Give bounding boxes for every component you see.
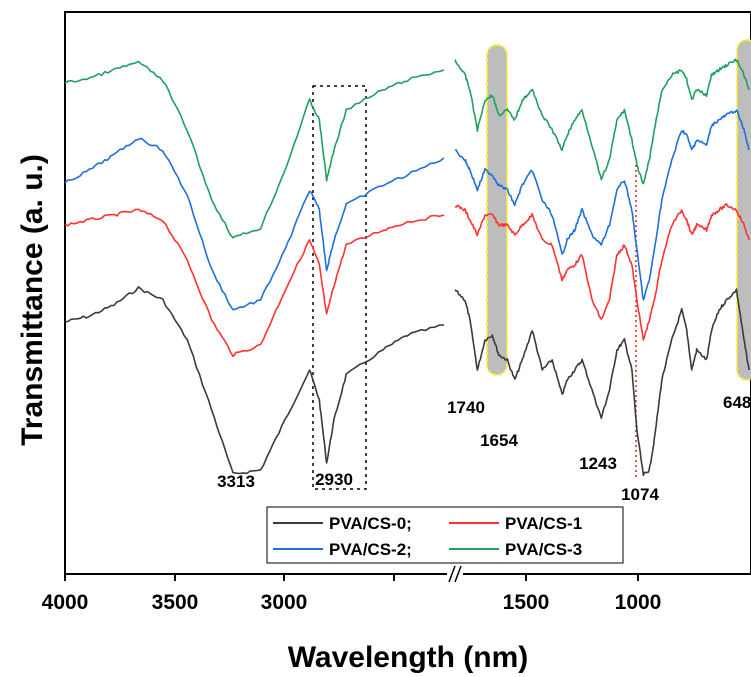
legend-label-1: PVA/CS-1: [505, 514, 582, 533]
x-tick-label: 4000: [42, 591, 89, 614]
legend: PVA/CS-0; PVA/CS-1 PVA/CS-2; PVA/CS-3: [266, 506, 624, 564]
axis-break: [447, 565, 463, 583]
peak-2930-box: [312, 85, 367, 490]
x-tick-label: 1000: [615, 591, 662, 614]
peak-label-3313: 3313: [217, 472, 255, 491]
series-line-3-right: [454, 58, 750, 185]
legend-label-2: PVA/CS-2;: [329, 540, 412, 559]
plot-frame: [64, 11, 751, 575]
highlight-bands: [486, 39, 751, 381]
peak-label-1654: 1654: [480, 431, 518, 450]
series-line-0-right: [454, 288, 750, 477]
x-tick-label: 3500: [152, 591, 199, 614]
peak-label-2930: 2930: [315, 470, 353, 489]
series-line-0-left: [64, 286, 445, 475]
peak-label-648: 648: [723, 393, 751, 412]
series-layer: [64, 58, 750, 477]
highlight-band-1654: [486, 44, 508, 376]
x-tick-label: 1500: [503, 591, 550, 614]
series-line-1-right: [454, 203, 750, 341]
series-line-2-right: [454, 109, 750, 301]
series-line-1-left: [64, 208, 445, 358]
series-line-3-left: [64, 60, 445, 239]
peak-label-1740: 1740: [447, 398, 485, 417]
series-line-2-left: [64, 137, 445, 311]
x-ticks: [64, 574, 639, 581]
legend-label-3: PVA/CS-3: [505, 540, 582, 559]
legend-label-0: PVA/CS-0;: [329, 514, 412, 533]
highlight-band-648: [736, 39, 751, 381]
legend-box: [266, 506, 624, 564]
peak-label-1074: 1074: [621, 485, 659, 504]
x-axis-title: Wavelength (nm): [288, 641, 529, 674]
y-axis-title: Transmittance (a. u.): [16, 154, 49, 446]
x-tick-label: 3000: [261, 591, 308, 614]
peak-label-1243: 1243: [579, 454, 617, 473]
